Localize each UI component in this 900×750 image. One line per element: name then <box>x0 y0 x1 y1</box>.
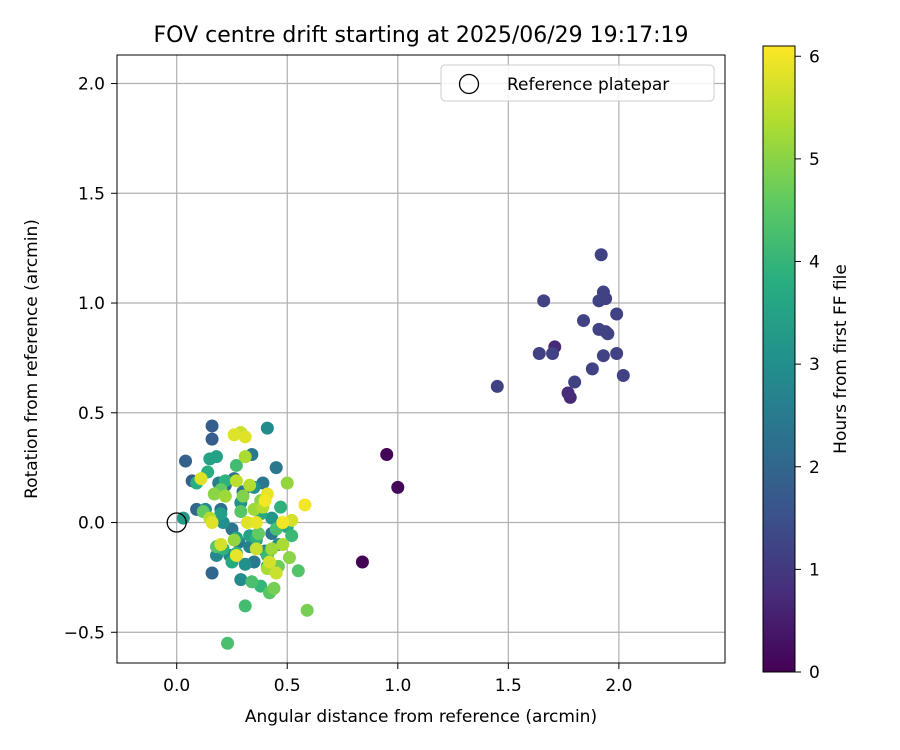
data-point <box>214 507 228 521</box>
colorbar-gradient <box>762 45 796 673</box>
y-tick-label: 1.5 <box>78 184 105 204</box>
legend-reference-marker <box>458 73 480 95</box>
data-point <box>291 564 305 578</box>
data-point <box>616 368 630 382</box>
reference-layer <box>166 512 187 533</box>
data-point <box>218 489 232 503</box>
data-point <box>276 537 290 551</box>
reference-platepar-marker <box>166 512 187 533</box>
data-point <box>267 581 281 595</box>
data-point <box>282 551 296 565</box>
y-tick-label: 1.0 <box>78 294 105 314</box>
data-point <box>205 419 219 433</box>
y-tick-label: 0.5 <box>78 404 105 424</box>
data-point <box>298 498 312 512</box>
data-point <box>577 314 591 328</box>
colorbar-ticks: 0 1 2 3 4 5 6 <box>795 47 820 683</box>
data-point <box>490 379 504 393</box>
data-point <box>260 421 274 435</box>
data-point <box>594 248 608 262</box>
x-axis-label: Angular distance from reference (arcmin) <box>245 707 597 727</box>
plot-frame <box>116 54 726 664</box>
data-point <box>229 548 243 562</box>
data-point <box>245 575 259 589</box>
data-point <box>207 487 221 501</box>
data-point <box>194 472 208 486</box>
data-point <box>280 476 294 490</box>
legend-entry-reference: Reference platepar <box>507 75 669 95</box>
data-point <box>274 500 288 514</box>
data-point <box>285 529 299 543</box>
data-point <box>205 566 219 580</box>
data-point <box>596 349 610 363</box>
data-point <box>221 636 235 650</box>
data-point <box>610 307 624 321</box>
data-point <box>546 347 560 361</box>
data-point <box>265 511 279 525</box>
y-axis-label: Rotation from reference (arcmin) <box>22 219 42 499</box>
chart-title: FOV centre drift starting at 2025/06/29 … <box>154 23 689 48</box>
data-point <box>229 458 243 472</box>
data-point <box>238 430 252 444</box>
x-tick-label: 1.0 <box>384 676 411 696</box>
y-tick-label: 0.0 <box>78 514 105 534</box>
data-point <box>585 362 599 376</box>
x-tick-label: 0.5 <box>274 676 301 696</box>
colorbar-tick-label: 1 <box>809 560 820 580</box>
data-point <box>179 454 193 468</box>
data-point <box>300 603 314 617</box>
data-point <box>568 375 582 389</box>
data-point <box>276 516 290 530</box>
data-point <box>214 537 228 551</box>
x-tick-label: 2.0 <box>605 676 632 696</box>
points-layer <box>176 248 630 650</box>
data-point <box>355 555 369 569</box>
data-point <box>610 347 624 361</box>
data-point <box>251 526 265 540</box>
data-point <box>265 542 279 556</box>
legend-box <box>440 64 715 102</box>
axis-ticks: 0.0 0.5 1.0 1.5 2.0 −0.5 0.0 0.5 1.0 1.5 2.0 <box>64 75 633 696</box>
data-point <box>238 450 252 464</box>
colorbar-label: Hours from first FF file <box>831 264 851 454</box>
data-point <box>258 494 272 508</box>
data-point <box>209 450 223 464</box>
colorbar-tick-label: 2 <box>809 458 820 478</box>
data-point <box>205 432 219 446</box>
data-point <box>227 428 241 442</box>
data-point <box>238 599 252 613</box>
data-point <box>229 474 243 488</box>
data-point <box>380 447 394 461</box>
data-point <box>236 489 250 503</box>
data-point <box>249 542 263 556</box>
data-point <box>269 461 283 475</box>
data-point <box>391 480 405 494</box>
data-point <box>227 533 241 547</box>
data-point <box>205 516 219 530</box>
data-point <box>537 294 551 308</box>
data-point <box>269 566 283 580</box>
y-tick-label: −0.5 <box>64 623 105 643</box>
data-point <box>601 327 615 341</box>
data-point <box>599 292 613 306</box>
colorbar-tick-label: 6 <box>809 47 820 67</box>
legend: Reference platepar <box>440 64 715 102</box>
data-point <box>263 555 277 569</box>
data-point <box>243 478 257 492</box>
colorbar-tick-label: 0 <box>809 663 820 683</box>
x-tick-label: 1.5 <box>495 676 522 696</box>
colorbar-tick-label: 3 <box>809 355 820 375</box>
colorbar: 0 1 2 3 4 5 6 Hours from first FF file <box>762 45 851 683</box>
x-tick-label: 0.0 <box>163 676 190 696</box>
data-point <box>234 573 248 587</box>
y-tick-label: 2.0 <box>78 75 105 95</box>
data-point <box>238 557 252 571</box>
data-point <box>249 516 263 530</box>
data-point <box>234 505 248 519</box>
colorbar-tick-label: 5 <box>809 150 820 170</box>
colorbar-tick-label: 4 <box>809 253 820 273</box>
data-point <box>532 347 546 361</box>
data-point <box>561 386 575 400</box>
